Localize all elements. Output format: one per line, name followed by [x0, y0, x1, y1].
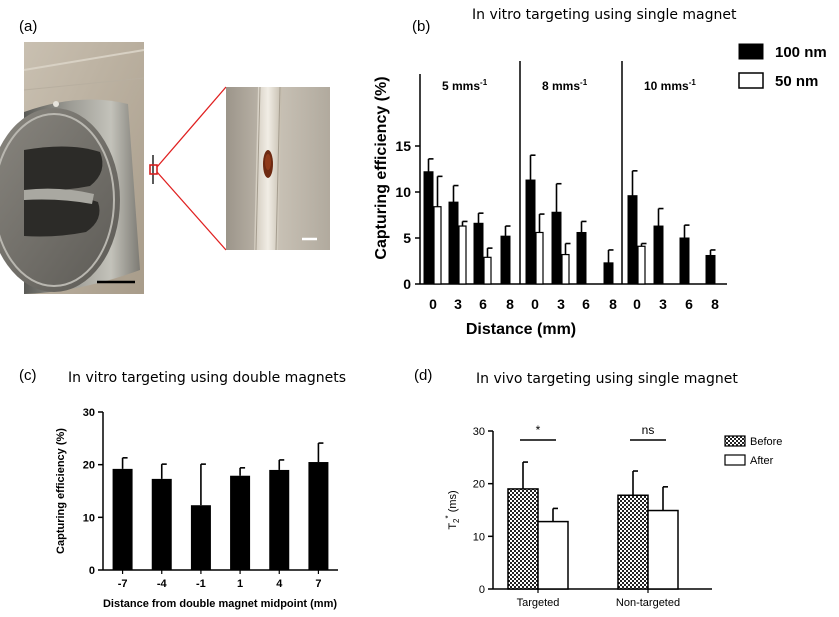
- panel-label-c: (c): [19, 367, 37, 384]
- chart-b-legend-swatch-50nm: [738, 72, 764, 89]
- chart-d-y-tick-label: 20: [473, 479, 485, 491]
- chart-b-x-axis-label: Distance (mm): [466, 321, 576, 338]
- chart-c-y-tick-label: 20: [83, 460, 95, 472]
- chart-b-group-label: 5 mms-1: [442, 78, 488, 93]
- chart-d-y-tick-label: 0: [479, 584, 485, 596]
- chart-d-x-tick-label: Non-targeted: [616, 597, 680, 609]
- chart-b-x-tick-label: 0: [429, 296, 437, 312]
- chart-b-x-tick-label: 8: [506, 296, 514, 312]
- chart-b-x-tick-label: 8: [711, 296, 719, 312]
- chart-c-x-tick-label: -7: [118, 578, 128, 590]
- chart-c-x-tick-label: 7: [315, 578, 321, 590]
- chart-c-x-tick-label: -1: [196, 578, 206, 590]
- chart-b-y-tick-label: 5: [403, 230, 411, 246]
- chart-c-bar: [269, 469, 290, 570]
- chart-d-bar-after: [647, 509, 679, 590]
- panel-label-a: (a): [19, 18, 38, 35]
- chart-c-bar: [151, 478, 172, 570]
- chart-d-x-tick-label: Targeted: [517, 597, 560, 609]
- magnet-photo-figure: [0, 42, 330, 294]
- panel-label-b: (b): [412, 18, 431, 35]
- chart-c-x-tick-label: 4: [276, 578, 283, 590]
- chart-c-y-axis-label: Capturing efficiency (%): [55, 428, 67, 554]
- chart-c-bar: [190, 505, 211, 570]
- chart-b-y-tick-label: 0: [403, 276, 411, 292]
- chart-d-bar-before: [617, 494, 649, 590]
- chart-d-title: In vivo targeting using single magnet: [476, 371, 738, 387]
- chart-b-x-tick-label: 6: [479, 296, 487, 312]
- chart-c-double-magnets-in-vitro: 0 10 20 30 -7 -4 -1 1 4 7 Distance from double mag…: [55, 407, 338, 610]
- chart-d-significance-label: *: [536, 423, 541, 437]
- chart-c-x-axis-label: Distance from double magnet midpoint (mm…: [103, 598, 337, 610]
- chart-c-y-tick-label: 10: [83, 512, 95, 524]
- chart-d-significance-label: ns: [642, 423, 655, 437]
- chart-d-bar-after: [537, 520, 569, 590]
- chart-d-y-tick-label: 10: [473, 531, 485, 543]
- chart-b-x-tick-label: 0: [531, 296, 539, 312]
- chart-d-single-magnet-in-vivo: 0 10 20 30 Targeted * Non-targeted ns T2* (ms) Be…: [444, 423, 782, 609]
- chart-b-x-tick-label: 3: [659, 296, 667, 312]
- chart-d-legend-label-after: After: [750, 455, 774, 467]
- chart-c-bar: [112, 468, 133, 570]
- capillary-zoom-photo: [226, 86, 330, 251]
- chart-c-bar: [230, 475, 251, 570]
- chart-d-legend-label-before: Before: [750, 436, 782, 448]
- zoom-line-top: [156, 86, 227, 168]
- chart-b-legend-label-100nm: 100 nm: [775, 44, 827, 61]
- chart-b-y-tick-label: 10: [395, 184, 411, 200]
- chart-b-x-tick-label: 3: [454, 296, 462, 312]
- chart-b-title: In vitro targeting using single magnet: [472, 7, 737, 23]
- chart-b-group-label: 8 mms-1: [542, 78, 588, 93]
- chart-b-x-tick-label: 8: [609, 296, 617, 312]
- chart-c-x-tick-label: -4: [157, 578, 168, 590]
- chart-c-title: In vitro targeting using double magnets: [68, 370, 347, 386]
- magnet-photo: [0, 42, 145, 294]
- chart-b-x-tick-label: 6: [582, 296, 590, 312]
- chart-b-x-tick-label: 0: [633, 296, 641, 312]
- chart-b-legend-swatch-100nm: [738, 43, 764, 60]
- chart-d-bar-before: [507, 488, 539, 590]
- chart-b-x-tick-label: 6: [685, 296, 693, 312]
- chart-d-y-axis-label: T2* (ms): [444, 490, 461, 529]
- panel-label-d: (d): [414, 367, 433, 384]
- chart-d-y-tick-label: 30: [473, 426, 485, 438]
- chart-b-x-tick-label: 3: [557, 296, 565, 312]
- capillary-marker-box: [149, 164, 158, 175]
- chart-d-legend-swatch-before: [724, 435, 746, 447]
- chart-b-group-label: 10 mms-1: [644, 78, 696, 93]
- chart-c-y-tick-label: 0: [89, 565, 95, 577]
- chart-c-x-tick-label: 1: [237, 578, 243, 590]
- chart-b-y-axis-label: Capturing efficiency (%): [373, 76, 390, 259]
- chart-c-y-tick-label: 30: [83, 407, 95, 419]
- zoom-line-bottom: [156, 171, 227, 251]
- chart-b-legend-label-50nm: 50 nm: [775, 73, 818, 90]
- chart-b-y-tick-label: 15: [395, 138, 411, 154]
- chart-d-legend-swatch-after: [724, 454, 746, 466]
- chart-c-bar: [308, 462, 329, 570]
